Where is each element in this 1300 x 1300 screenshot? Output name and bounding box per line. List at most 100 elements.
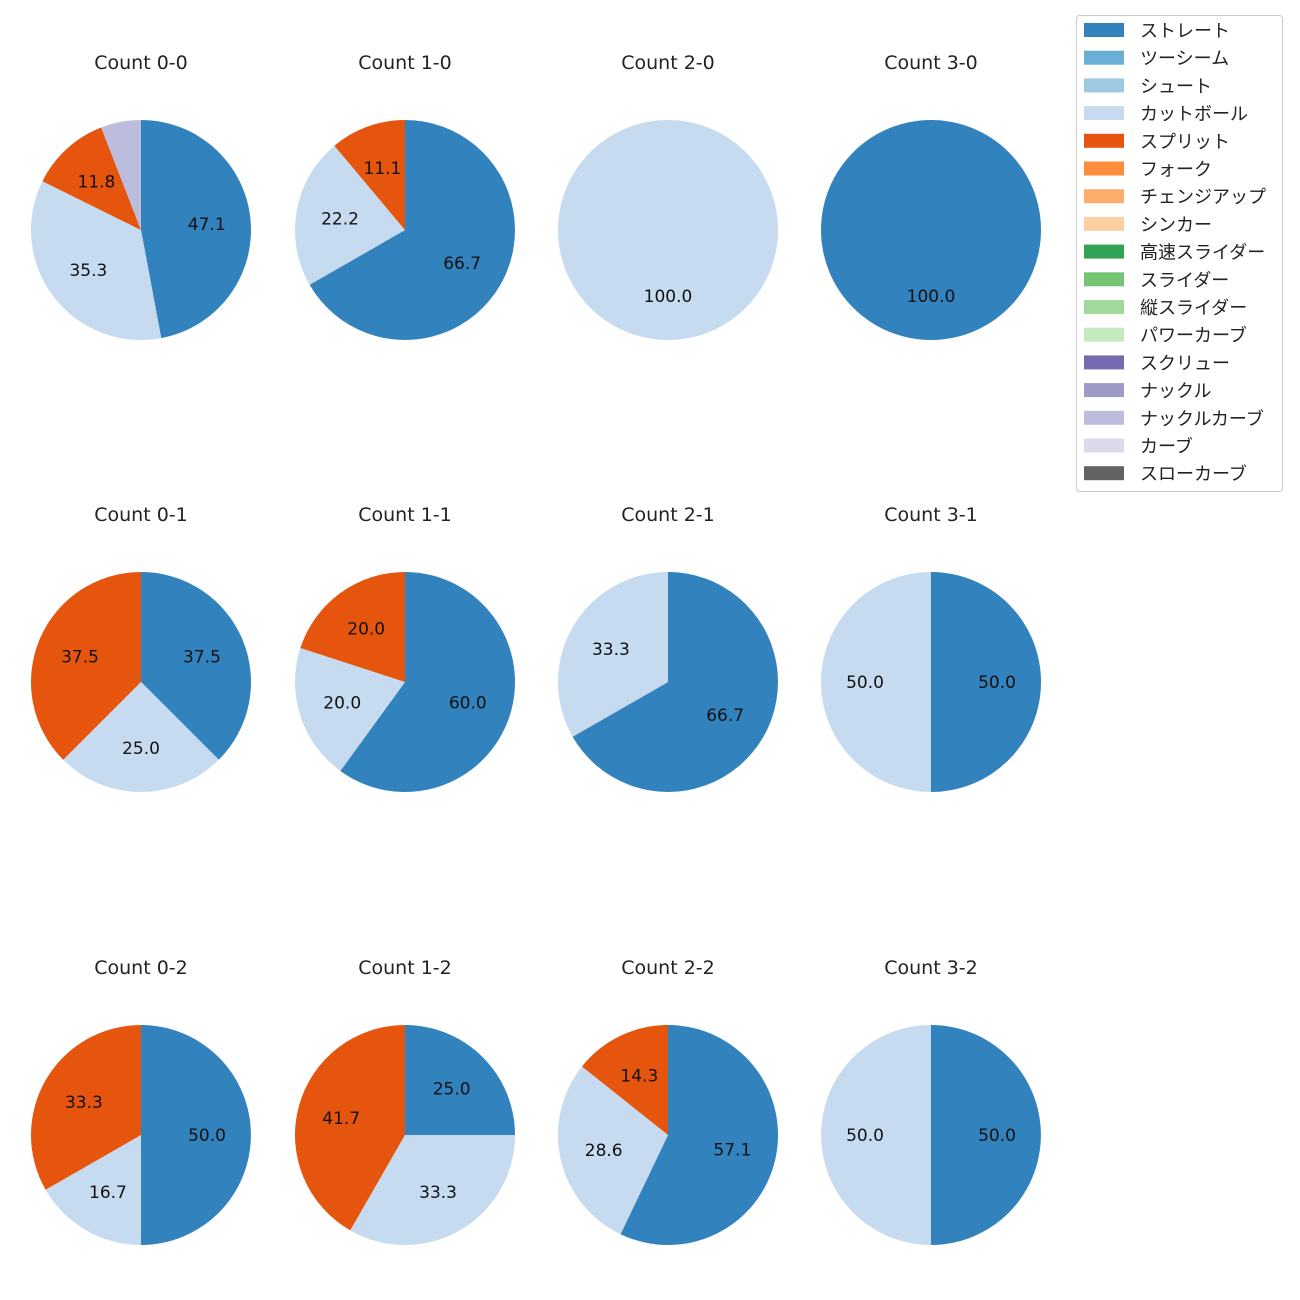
legend-swatch xyxy=(1084,23,1124,37)
slice-label: 33.3 xyxy=(65,1093,103,1113)
slice-label: 50.0 xyxy=(846,1126,884,1146)
pie-1: Count 0-0 47.1 35.3 11.8 xyxy=(30,52,251,341)
slice-label: 14.3 xyxy=(620,1067,658,1087)
legend-item: ナックルカーブ xyxy=(1084,408,1264,430)
pie-slice xyxy=(141,1025,251,1245)
legend-item: スクリュー xyxy=(1084,353,1230,374)
legend-swatch xyxy=(1084,300,1124,314)
legend-swatch xyxy=(1084,50,1124,65)
pie-slice xyxy=(63,682,219,792)
slice-label: 37.5 xyxy=(61,648,99,668)
pie-3: Count 2-0 100.0 xyxy=(558,52,778,340)
pie-title: Count 0-2 xyxy=(94,957,188,979)
legend-items: ストレートツーシームシュートカットボールスプリットフォークチェンジアップシンカー… xyxy=(1084,21,1266,485)
pie-title: Count 1-2 xyxy=(358,957,452,979)
legend-swatch xyxy=(1084,383,1124,398)
pie-title: Count 1-0 xyxy=(358,52,452,74)
legend-item: スプリット xyxy=(1084,132,1230,153)
pie-title: Count 3-1 xyxy=(884,504,978,526)
pie-6: Count 1-1 60.0 20.0 20.0 xyxy=(294,504,515,792)
pie-slice xyxy=(334,120,405,230)
pie-5: Count 0-1 37.5 25.0 37.5 xyxy=(31,504,251,792)
slice-label: 50.0 xyxy=(846,673,884,693)
pie-slice xyxy=(101,120,141,230)
pie-10: Count 1-2 25.0 33.3 41.7 xyxy=(294,957,516,1246)
slice-label: 66.7 xyxy=(706,706,744,726)
legend-item: ツーシーム xyxy=(1084,49,1229,70)
legend-label: スクリュー xyxy=(1140,353,1230,374)
pie-title: Count 3-0 xyxy=(884,52,978,74)
pie-title: Count 3-2 xyxy=(884,957,978,979)
pie-slice xyxy=(558,120,778,340)
legend-label: カットボール xyxy=(1140,104,1248,125)
legend-item: ナックル xyxy=(1084,381,1211,402)
pie-slice xyxy=(31,572,141,760)
legend-label: 縦スライダー xyxy=(1140,298,1247,319)
pie-slice xyxy=(300,572,405,682)
pie-title: Count 2-0 xyxy=(621,52,715,74)
legend-label: ツーシーム xyxy=(1140,49,1229,70)
slice-label: 47.1 xyxy=(188,215,226,235)
legend-swatch xyxy=(1084,189,1124,204)
legend-label: チェンジアップ xyxy=(1140,187,1266,208)
pie-slice xyxy=(821,1025,931,1245)
pie-slice xyxy=(572,572,778,792)
legend-item: 縦スライダー xyxy=(1084,298,1247,319)
legend-label: ストレート xyxy=(1140,21,1230,42)
slice-label: 20.0 xyxy=(347,620,385,640)
legend-item: 高速スライダー xyxy=(1084,243,1265,264)
legend-item: カットボール xyxy=(1084,104,1248,125)
pie-slice xyxy=(309,120,515,340)
pie-title: Count 0-1 xyxy=(94,504,188,526)
legend-item: フォーク xyxy=(1084,160,1212,181)
legend-swatch xyxy=(1084,327,1124,342)
legend-swatch xyxy=(1084,272,1124,287)
legend-item: チェンジアップ xyxy=(1084,187,1266,208)
legend-swatch xyxy=(1084,78,1124,93)
pie-slice xyxy=(557,572,668,737)
pie-slice xyxy=(821,120,1041,340)
legend-item: ストレート xyxy=(1084,21,1230,42)
pie-8: Count 3-1 50.0 50.0 xyxy=(821,504,1041,792)
legend-item: スライダー xyxy=(1084,270,1229,291)
slice-label: 50.0 xyxy=(978,673,1016,693)
slice-label: 60.0 xyxy=(449,693,487,713)
slice-label: 25.0 xyxy=(433,1079,471,1099)
legend-swatch xyxy=(1084,355,1124,370)
legend-label: スライダー xyxy=(1140,270,1229,291)
pie-slice xyxy=(340,572,515,792)
legend-item: シュート xyxy=(1084,76,1212,97)
pie-slice xyxy=(294,648,405,771)
pie-12: Count 3-2 50.0 50.0 xyxy=(821,957,1041,1245)
legend-label: シュート xyxy=(1140,76,1212,97)
slice-label: 11.8 xyxy=(78,172,116,192)
pie-title: Count 1-1 xyxy=(358,504,452,526)
pie-11: Count 2-2 57.1 28.6 14.3 xyxy=(558,957,779,1246)
pie-slice xyxy=(581,1025,668,1135)
pie-slice xyxy=(558,1066,668,1235)
pie-slice xyxy=(821,572,931,792)
legend-item: スローカーブ xyxy=(1084,463,1247,485)
slice-label: 33.3 xyxy=(419,1183,457,1203)
legend-swatch xyxy=(1084,410,1124,425)
pie-slice xyxy=(294,145,405,285)
pie-title: Count 0-0 xyxy=(94,52,188,74)
legend-label: パワーカーブ xyxy=(1140,325,1247,347)
slice-label: 100.0 xyxy=(907,287,956,307)
legend-swatch xyxy=(1084,466,1124,481)
slice-label: 66.7 xyxy=(443,254,481,274)
legend-swatch xyxy=(1084,216,1124,231)
legend-swatch xyxy=(1084,438,1124,453)
legend-item: シンカー xyxy=(1084,215,1212,236)
legend-label: カーブ xyxy=(1140,436,1193,458)
legend-label: スプリット xyxy=(1140,132,1230,153)
slice-label: 22.2 xyxy=(321,209,359,229)
pie-slice xyxy=(405,1025,515,1135)
legend: ストレートツーシームシュートカットボールスプリットフォークチェンジアップシンカー… xyxy=(1076,15,1283,492)
pie-title: Count 2-2 xyxy=(621,957,715,979)
pie-9: Count 0-2 50.0 16.7 33.3 xyxy=(30,957,251,1245)
pie-slice xyxy=(141,120,251,339)
pie-slice xyxy=(931,1025,1041,1245)
pie-slice xyxy=(42,127,141,230)
